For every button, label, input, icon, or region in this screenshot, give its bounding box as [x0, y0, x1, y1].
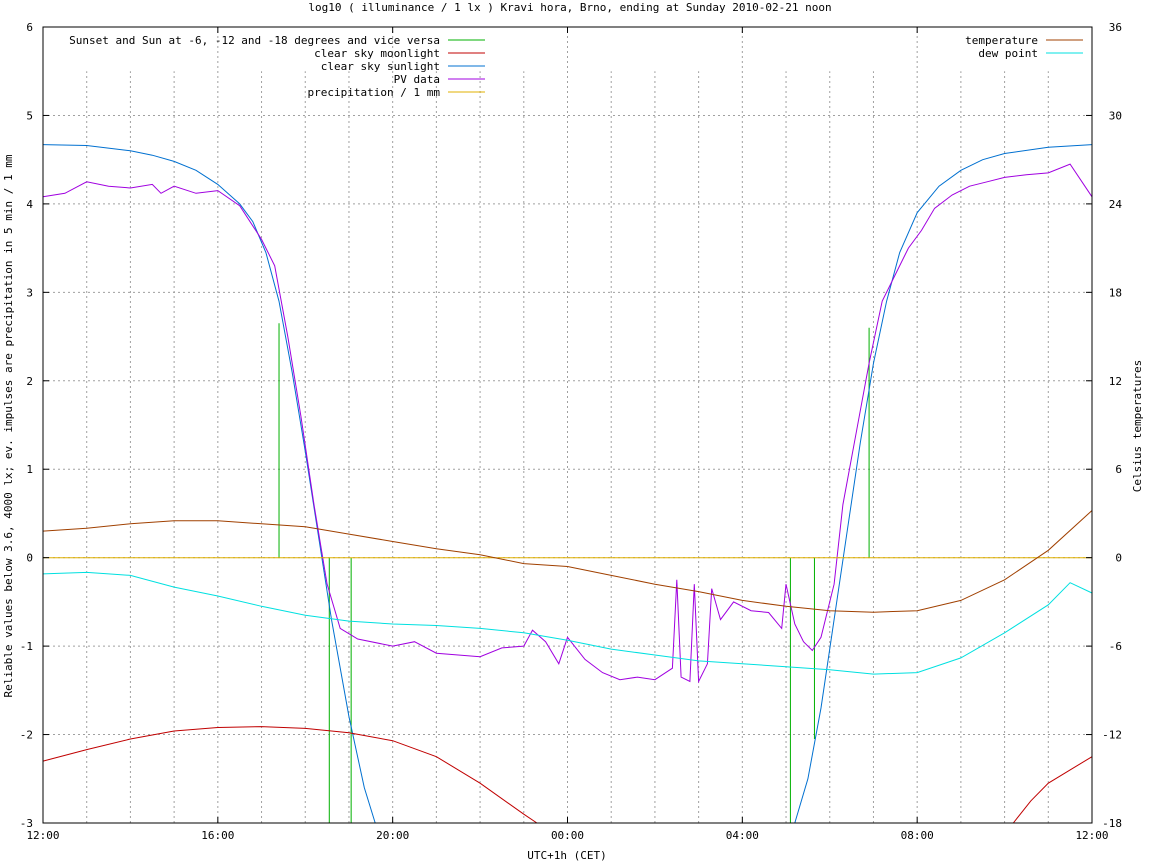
- legend-label: clear sky moonlight: [314, 47, 440, 60]
- series-layer: [42, 144, 1093, 824]
- y2-tick-label: -12: [1102, 729, 1122, 742]
- legend-label: PV data: [394, 73, 440, 86]
- x-tick-label: 08:00: [901, 829, 934, 842]
- series-dew-point: [42, 571, 1093, 675]
- x-axis-label: UTC+1h (CET): [527, 849, 606, 862]
- y-tick-label: -2: [20, 729, 33, 742]
- x-tick-label: 04:00: [726, 829, 759, 842]
- legend: Sunset and Sun at -6, -12 and -18 degree…: [69, 34, 1083, 99]
- series-clear-sky-moonlight: [42, 726, 538, 824]
- y2-tick-label: -18: [1102, 817, 1122, 830]
- chart-title: log10 ( illuminance / 1 lx ) Kravi hora,…: [308, 1, 831, 14]
- y-tick-label: 1: [26, 463, 33, 476]
- y2-axis-label: Celsius temperatures: [1131, 360, 1144, 492]
- grid-lines: [43, 27, 1092, 823]
- series-pv-data: [42, 163, 1093, 684]
- axis-ticks: 12:00 16:00 20:00 00:00 04:00 08:00 12:00-3-2-…: [20, 21, 1123, 842]
- y-tick-label: -1: [20, 640, 33, 653]
- series-clear-sky-sunlight: [794, 144, 1093, 824]
- y-tick-label: 0: [26, 552, 33, 565]
- legend-label: Sunset and Sun at -6, -12 and -18 degree…: [69, 34, 440, 47]
- x-tick-label: 12:00: [26, 829, 59, 842]
- y-tick-label: 5: [26, 109, 33, 122]
- y2-tick-label: 30: [1109, 109, 1122, 122]
- x-tick-label: 00:00: [551, 829, 584, 842]
- legend-label: temperature: [965, 34, 1038, 47]
- y2-tick-label: 12: [1109, 375, 1122, 388]
- y2-tick-label: 36: [1109, 21, 1122, 34]
- legend-label: dew point: [978, 47, 1038, 60]
- series-clear-sky-sunlight: [42, 144, 376, 824]
- y-tick-label: 3: [26, 286, 33, 299]
- series-temperature: [42, 510, 1093, 613]
- y-axis-label: Reliable values below 3.6, 4000 lx; ev. …: [2, 154, 15, 697]
- y-tick-label: 4: [26, 198, 33, 211]
- series-clear-sky-moonlight: [1012, 756, 1093, 824]
- x-tick-label: 12:00: [1075, 829, 1108, 842]
- y2-tick-label: -6: [1109, 640, 1122, 653]
- x-tick-label: 16:00: [201, 829, 234, 842]
- y-tick-label: 6: [26, 21, 33, 34]
- y-tick-label: 2: [26, 375, 33, 388]
- y-tick-label: -3: [20, 817, 33, 830]
- y2-tick-label: 24: [1109, 198, 1123, 211]
- x-tick-label: 20:00: [376, 829, 409, 842]
- legend-label: precipitation / 1 mm: [308, 86, 441, 99]
- y2-tick-label: 18: [1109, 286, 1122, 299]
- y2-tick-label: 0: [1115, 552, 1122, 565]
- y2-tick-label: 6: [1115, 463, 1122, 476]
- legend-label: clear sky sunlight: [321, 60, 440, 73]
